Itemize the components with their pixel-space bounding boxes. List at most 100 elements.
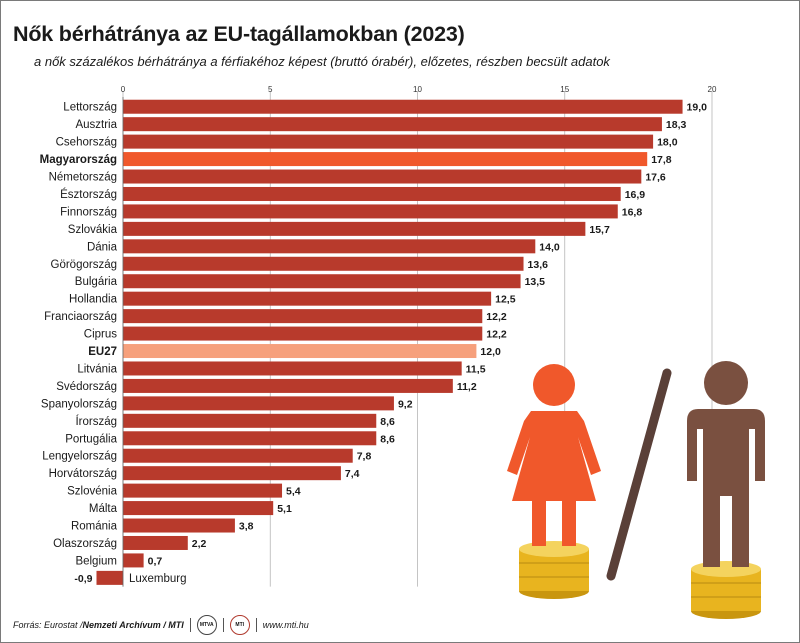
x-tick-label: 0 [121,85,126,94]
category-label: Ausztria [75,119,117,131]
woman-icon [507,364,601,546]
value-label: 12,2 [486,329,507,341]
category-label: Franciaország [44,311,117,323]
bar [123,448,353,463]
category-label: Románia [71,521,118,533]
bar [123,466,341,481]
bar [123,361,462,376]
man-icon [687,361,765,567]
bar [123,378,453,393]
coins-under-woman-icon [519,541,589,599]
website-link[interactable]: www.mti.hu [262,620,309,630]
value-label: 18,0 [657,137,678,149]
bar [123,535,188,550]
category-label: Lettország [63,102,117,114]
coins-under-man-icon [691,561,761,619]
value-label: 16,9 [625,189,646,201]
category-label: Írország [75,415,117,428]
value-label: 11,2 [457,381,477,393]
value-label: 8,6 [380,416,395,428]
category-label: Olaszország [53,538,117,550]
bar [123,204,618,219]
source-bold: Nemzeti Archívum / MTI [82,620,184,630]
mtva-logo: MTVA [196,615,217,635]
bar [123,518,235,533]
value-label: 13,5 [525,276,546,288]
value-label: 2,2 [192,538,207,550]
x-tick-label: 20 [708,85,717,94]
bar [123,291,492,306]
category-label: Luxemburg [129,573,187,585]
value-label: 17,8 [651,154,672,166]
bar [123,413,377,428]
value-label: 12,2 [486,311,507,323]
bar [96,570,123,585]
value-label: 16,8 [622,206,643,218]
bar [123,169,642,184]
category-label: Csehország [56,137,117,149]
value-label: 15,7 [589,224,610,236]
value-label: 5,1 [277,503,292,515]
bar [123,501,274,516]
value-label: 13,6 [528,259,549,271]
category-label: Lengyelország [42,451,117,463]
x-tick-label: 10 [413,85,422,94]
category-label: EU27 [88,346,117,358]
category-label: Ciprus [84,329,117,341]
bar [123,396,394,411]
category-label: Spanyolország [41,398,117,410]
value-label: 12,5 [495,294,516,306]
value-label: 7,8 [357,451,372,463]
value-label: 0,7 [148,555,163,567]
value-label: 14,0 [539,241,560,253]
value-label: 7,4 [345,468,360,480]
value-label: -0,9 [74,573,92,585]
category-label: Belgium [75,555,117,567]
bar [123,553,144,568]
x-tick-label: 5 [268,85,273,94]
value-label: 19,0 [687,102,708,114]
x-tick-label: 15 [560,85,569,94]
value-label: 18,3 [666,119,687,131]
category-label: Portugália [65,433,117,445]
value-label: 12,0 [480,346,501,358]
bar [123,274,521,289]
category-label: Németország [49,172,117,184]
bar [123,134,654,149]
category-label: Szlovénia [67,486,117,498]
category-label: Magyarország [40,154,117,166]
value-label: 9,2 [398,398,413,410]
value-label: 5,4 [286,486,301,498]
bar [123,326,483,341]
category-label: Észtország [60,188,117,201]
category-label: Svédország [56,381,117,393]
slash-divider-icon [606,368,672,581]
bar [123,152,648,167]
bar [123,431,377,446]
bar [123,99,683,114]
category-label: Horvátország [49,468,117,480]
value-label: 3,8 [239,521,254,533]
value-label: 11,5 [466,363,486,375]
mti-logo: MTI [229,615,250,635]
category-label: Bulgária [75,276,118,288]
footer-divider [255,618,257,632]
source-prefix: Forrás: Eurostat / [13,620,83,630]
bar [123,117,662,132]
category-label: Dánia [87,241,118,253]
value-label: 8,6 [380,433,395,445]
category-label: Litvánia [77,363,117,375]
bar [123,344,477,359]
bar [123,239,536,254]
category-label: Görögország [51,259,117,271]
category-label: Hollandia [69,294,118,306]
category-label: Szlovákia [68,224,118,236]
category-label: Málta [89,503,118,515]
category-label: Finnország [60,206,117,218]
value-label: 17,6 [645,172,666,184]
footer-divider [222,618,224,632]
footer-divider [189,618,191,632]
